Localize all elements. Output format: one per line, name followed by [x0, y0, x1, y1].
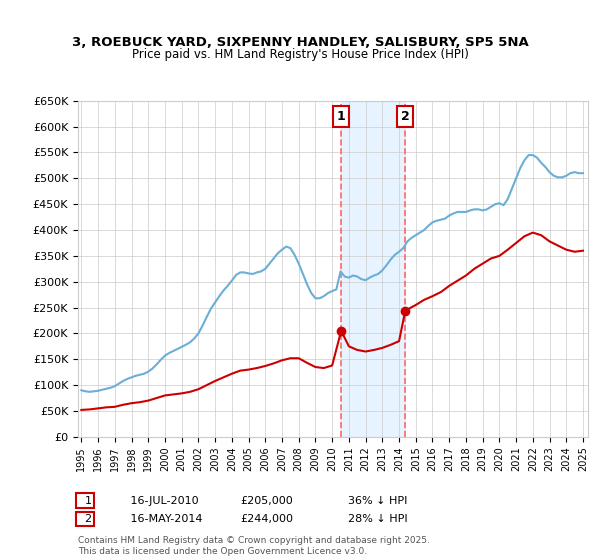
- Text: 2: 2: [78, 514, 92, 524]
- Text: 3, ROEBUCK YARD, SIXPENNY HANDLEY, SALISBURY, SP5 5NA: 3, ROEBUCK YARD, SIXPENNY HANDLEY, SALIS…: [71, 36, 529, 49]
- Text: £244,000: £244,000: [240, 514, 293, 524]
- Text: Price paid vs. HM Land Registry's House Price Index (HPI): Price paid vs. HM Land Registry's House …: [131, 48, 469, 60]
- Text: 16-JUL-2010: 16-JUL-2010: [120, 496, 199, 506]
- Text: 16-MAY-2014: 16-MAY-2014: [120, 514, 203, 524]
- Text: 1: 1: [337, 110, 346, 123]
- Text: 2: 2: [401, 110, 410, 123]
- Text: 36% ↓ HPI: 36% ↓ HPI: [348, 496, 407, 506]
- Bar: [341, 101, 405, 437]
- Text: 28% ↓ HPI: 28% ↓ HPI: [348, 514, 407, 524]
- Text: £205,000: £205,000: [240, 496, 293, 506]
- Text: 1: 1: [78, 496, 92, 506]
- Text: Contains HM Land Registry data © Crown copyright and database right 2025.
This d: Contains HM Land Registry data © Crown c…: [78, 536, 430, 556]
